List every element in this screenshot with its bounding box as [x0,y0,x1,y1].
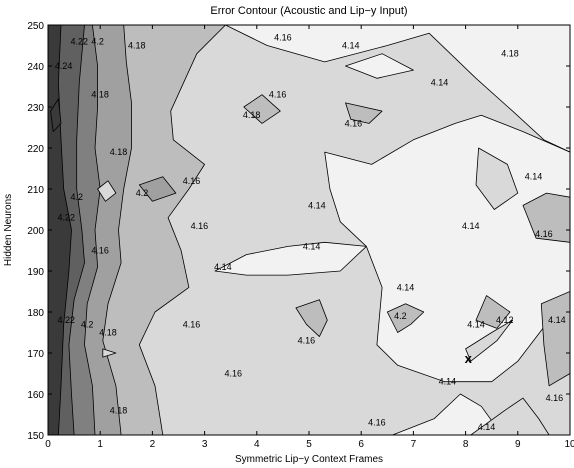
chart-markers: x [465,351,473,366]
x-tick-label: 4 [254,439,260,450]
y-tick-label: 150 [27,431,44,442]
contour-label-20: 4.2 [70,192,83,202]
x-tick-label: 0 [45,439,51,450]
contour-label-30: 4.16 [225,369,243,379]
contour-label-23: 4.14 [214,262,232,272]
contour-region-19 [295,299,328,338]
contour-label-1: 4.18 [501,49,519,59]
contour-label-26: 4.18 [99,328,117,338]
contour-region-10 [345,53,414,79]
contour-label-25: 4.16 [183,319,201,329]
contour-label-35: 4.12 [496,315,514,325]
y-axis-label: Hidden Neurons [3,194,14,266]
contour-label-8: 4.16 [535,229,553,239]
contour-region-20 [243,94,281,124]
y-tick-label: 210 [27,185,44,196]
contour-label-12: 4.16 [191,221,209,231]
contour-label-17: 4.22 [71,36,89,46]
contour-label-4: 4.16 [269,90,287,100]
x-tick-label: 2 [150,439,156,450]
chart-title: Error Contour (Acoustic and Lip−y Input) [210,5,407,17]
x-tick-label: 10 [564,439,574,450]
contour-label-5: 4.18 [243,110,261,120]
x-axis-label: Symmetric Lip−y Context Frames [235,454,383,465]
x-axis-ticks: 0 1 2 3 4 5 6 7 8 9 10 [45,25,574,450]
y-tick-label: 220 [27,144,44,155]
y-tick-label: 200 [27,226,44,237]
y-tick-label: 180 [27,308,44,319]
contour-label-19: 4.2 [136,188,149,198]
contour-region-6 [225,25,570,153]
x-tick-label: 7 [411,439,417,450]
contour-region-14 [102,348,117,358]
contour-region-16 [522,192,570,243]
contour-label-38: 4.16 [368,418,386,428]
contour-region-23 [97,180,117,202]
contour-region-22 [138,176,177,202]
contour-region-18 [386,303,425,333]
contour-regions [48,25,570,435]
contour-label-11: 4.16 [183,176,201,186]
contour-label-10: 4.14 [308,200,326,210]
contour-region-13 [470,397,550,435]
contour-label-28: 4.22 [58,315,76,325]
optimum-marker: x [465,351,473,366]
contour-label-6: 4.16 [345,118,363,128]
y-tick-label: 170 [27,349,44,360]
contour-label-16: 4.18 [128,41,146,51]
y-tick-label: 240 [27,62,44,73]
contour-region-12 [465,319,513,362]
x-tick-label: 5 [306,439,312,450]
contour-label-39: 4.14 [478,422,496,432]
contour-label-40: 4.16 [546,393,564,403]
contour-label-36: 4.14 [548,315,566,325]
contour-label-15: 4.2 [91,36,104,46]
contour-label-21: 4.22 [58,213,76,223]
contour-label-0: 4.14 [342,41,360,51]
x-tick-label: 6 [358,439,364,450]
contour-region-17 [540,291,570,387]
contour-region-15 [475,295,511,329]
y-tick-label: 190 [27,267,44,278]
y-tick-label: 230 [27,103,44,114]
x-tick-label: 1 [97,439,103,450]
contour-label-13: 4.18 [110,147,128,157]
contour-region-24 [50,98,62,133]
y-axis-ticks: 150 160 170 180 190 200 210 220 230 240 250 [27,21,570,442]
y-tick-label: 250 [27,21,44,32]
contour-label-18: 4.24 [55,61,73,71]
contour-label-14: 4.18 [91,90,109,100]
contour-label-24: 4.14 [303,241,321,251]
x-tick-label: 3 [202,439,208,450]
contour-label-22: 4.16 [91,246,109,256]
contour-label-34: 4.14 [467,319,485,329]
contour-label-33: 4.14 [397,282,415,292]
contour-label-32: 4.2 [394,311,407,321]
contour-label-31: 4.18 [110,405,128,415]
x-tick-label: 8 [463,439,469,450]
contour-label-37: 4.14 [439,377,457,387]
contour-region-9 [392,393,503,435]
y-tick-label: 160 [27,390,44,401]
contour-label-3: 4.16 [274,32,292,42]
contour-label-7: 4.14 [525,172,543,182]
contour-region-11 [475,147,519,210]
x-tick-label: 9 [515,439,521,450]
contour-labels: 4.14 4.18 4.14 4.16 4.16 4.18 4.16 4.14 4.16 4.14… [55,32,566,432]
contour-label-27: 4.2 [81,319,94,329]
contour-label-9: 4.14 [462,221,480,231]
contour-label-29: 4.16 [298,336,316,346]
contour-label-2: 4.14 [431,77,449,87]
contour-region-21 [345,102,383,124]
